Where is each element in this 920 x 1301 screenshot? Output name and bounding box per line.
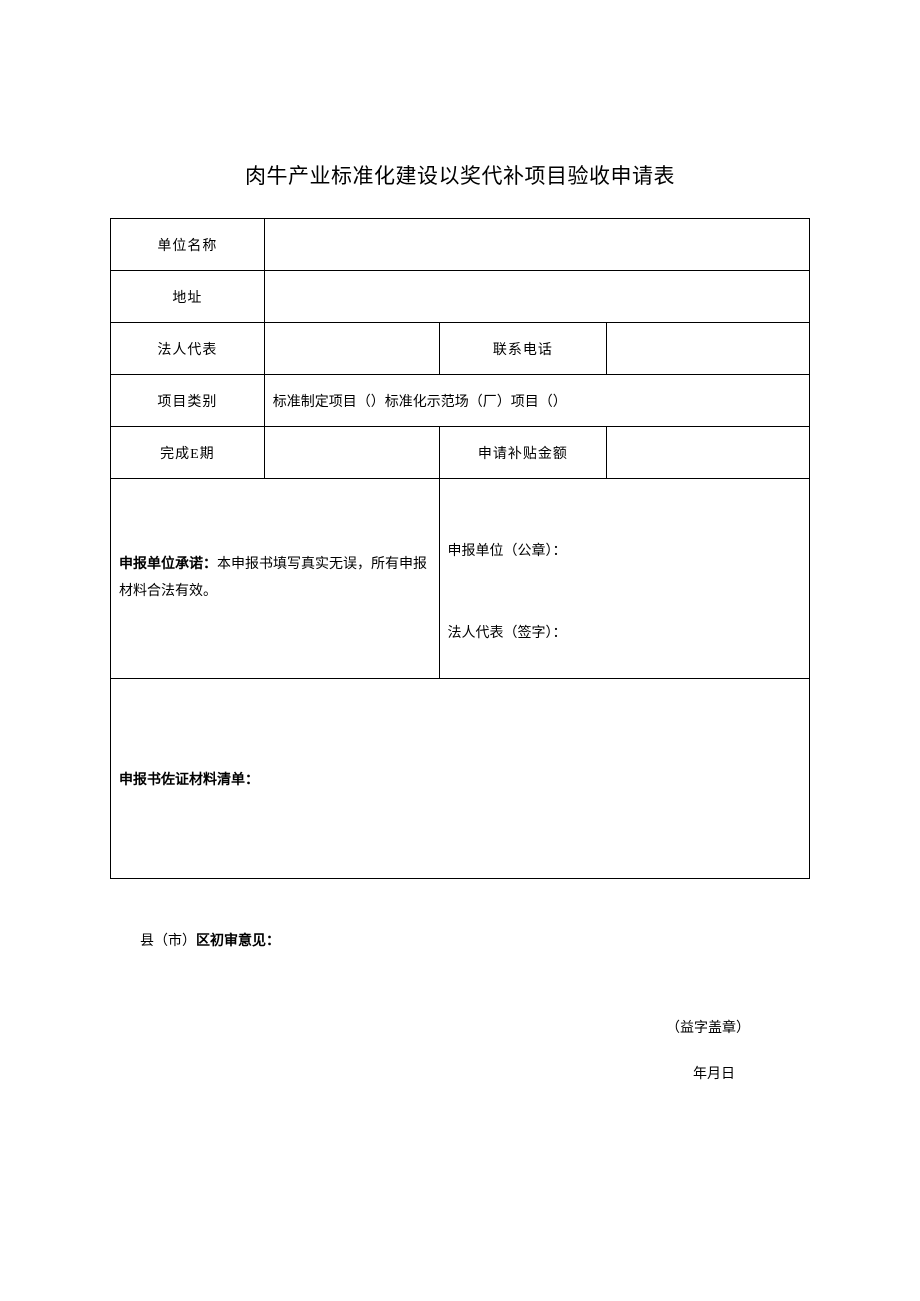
unit-name-label: 单位名称	[111, 219, 265, 271]
county-review-heading: 县（市）区初审意见：	[140, 929, 810, 956]
review-section: 县（市）区初审意见： （益字盖章） 年月日	[110, 929, 810, 1089]
table-row: 地址	[111, 271, 810, 323]
review-date: 年月日	[110, 1062, 810, 1089]
review-stamp: （益字盖章）	[110, 1016, 810, 1043]
table-row: 申报单位承诺：本申报书填写真实无误，所有申报材料合法有效。 申报单位（公章）： …	[111, 479, 810, 679]
table-row: 申报书佐证材料清单：	[111, 679, 810, 879]
materials-label: 申报书佐证材料清单：	[119, 773, 259, 788]
subsidy-value	[607, 427, 810, 479]
commitment-text-cell: 申报单位承诺：本申报书填写真实无误，所有申报材料合法有效。	[111, 479, 440, 679]
address-label: 地址	[111, 271, 265, 323]
application-form-table: 单位名称 地址 法人代表 联系电话 项目类别 标准制定项目（）标准化示范场（厂）…	[110, 218, 810, 879]
phone-value	[607, 323, 810, 375]
legal-rep-value	[264, 323, 439, 375]
commitment-sign-cell: 申报单位（公章）： 法人代表（签字）：	[439, 479, 809, 679]
review-prefix: 县（市）	[140, 934, 196, 949]
table-row: 法人代表 联系电话	[111, 323, 810, 375]
complete-date-label: 完成E期	[111, 427, 265, 479]
legal-sign-label: 法人代表（签字）：	[448, 621, 801, 648]
page-title: 肉牛产业标准化建设以奖代补项目验收申请表	[110, 160, 810, 190]
address-value	[264, 271, 809, 323]
phone-label: 联系电话	[439, 323, 607, 375]
table-row: 单位名称	[111, 219, 810, 271]
legal-rep-label: 法人代表	[111, 323, 265, 375]
unit-name-value	[264, 219, 809, 271]
table-row: 完成E期 申请补贴金额	[111, 427, 810, 479]
table-row: 项目类别 标准制定项目（）标准化示范场（厂）项目（）	[111, 375, 810, 427]
unit-stamp-label: 申报单位（公章）：	[448, 539, 801, 566]
materials-cell: 申报书佐证材料清单：	[111, 679, 810, 879]
complete-date-value	[264, 427, 439, 479]
commitment-prefix: 申报单位承诺：	[119, 557, 217, 572]
review-bold: 区初审意见：	[196, 934, 280, 949]
project-type-label: 项目类别	[111, 375, 265, 427]
subsidy-label: 申请补贴金额	[439, 427, 607, 479]
project-type-value: 标准制定项目（）标准化示范场（厂）项目（）	[264, 375, 809, 427]
